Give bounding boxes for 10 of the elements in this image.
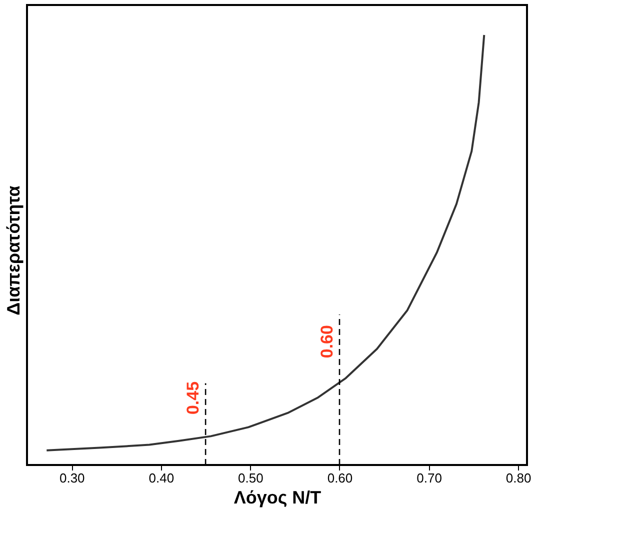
x-tick-label: 0.70: [416, 470, 442, 486]
x-tick-label: 0.50: [238, 470, 264, 486]
y-axis-title: Διαπερατότητα: [4, 186, 24, 316]
x-tick-label: 0.60: [327, 470, 353, 486]
ref-line-label: 0.45: [184, 381, 203, 415]
x-tick-label: 0.30: [59, 470, 85, 486]
ref-line-label: 0.60: [318, 325, 336, 358]
x-axis-title: Λόγος N/T: [234, 488, 322, 508]
x-tick-label: 0.40: [148, 470, 174, 486]
x-tick-label: 0.80: [506, 470, 532, 486]
